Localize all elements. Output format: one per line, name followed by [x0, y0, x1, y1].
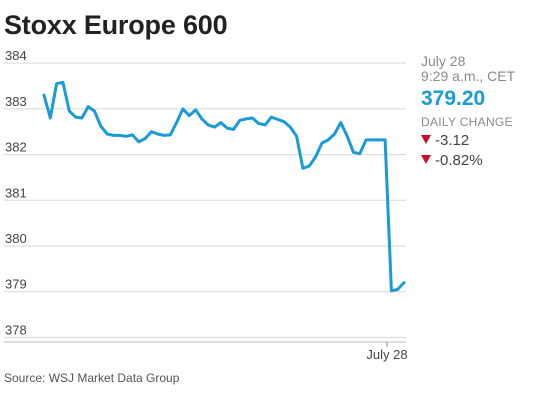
- quote-summary: July 28 9:29 a.m., CET 379.20 DAILY CHAN…: [421, 54, 538, 169]
- y-tick-label: 380: [5, 231, 27, 246]
- down-triangle-icon: [421, 135, 431, 144]
- y-tick-label: 383: [5, 94, 27, 109]
- change-percent-row: -0.82%: [421, 153, 538, 169]
- daily-change-label: DAILY CHANGE: [421, 115, 513, 129]
- x-tick-label: July 28: [366, 347, 407, 362]
- change-percent: -0.82%: [435, 152, 483, 169]
- quote-date: July 28: [421, 53, 466, 69]
- y-tick-label: 378: [5, 322, 27, 337]
- y-tick-label: 382: [5, 140, 27, 155]
- series-line: [42, 80, 406, 293]
- change-points: -3.12: [435, 132, 470, 149]
- source-note: Source: WSJ Market Data Group: [4, 371, 180, 385]
- last-value: 379.20: [421, 87, 486, 110]
- down-triangle-icon: [421, 155, 431, 164]
- y-tick-label: 384: [5, 48, 27, 63]
- quote-time: 9:29 a.m., CET: [421, 68, 516, 84]
- y-tick-label: 381: [5, 185, 27, 200]
- change-points-row: -3.12: [421, 133, 538, 149]
- y-tick-label: 379: [5, 277, 27, 292]
- chart-title: Stoxx Europe 600: [4, 10, 228, 40]
